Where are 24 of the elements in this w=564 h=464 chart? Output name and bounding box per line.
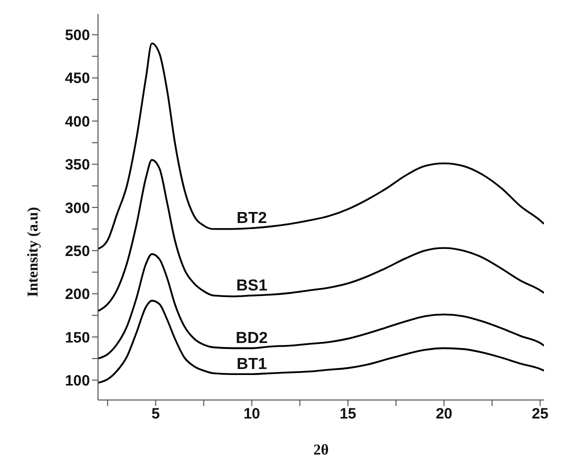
- x-tick-label: 10: [243, 406, 260, 423]
- series-label: BS1: [236, 278, 268, 295]
- y-tick-label: 250: [64, 242, 90, 260]
- y-tick-label: 500: [64, 27, 90, 44]
- x-tick-label: 20: [436, 406, 452, 423]
- x-tick-label: 25: [532, 406, 548, 423]
- x-axis-title: 2θ: [313, 442, 329, 459]
- y-tick-label: 450: [64, 70, 90, 88]
- series-label: BD2: [236, 330, 268, 348]
- y-tick-label: 400: [64, 113, 90, 130]
- y-tick-label: 150: [64, 329, 90, 346]
- line-series: [98, 300, 544, 384]
- y-axis-title: Intensity (a.u): [25, 207, 42, 298]
- line-series: [98, 253, 544, 360]
- y-tick-label: 200: [64, 286, 90, 304]
- y-tick-label: 350: [64, 156, 90, 174]
- series-label: BT2: [236, 210, 268, 228]
- y-tick-label: 100: [64, 372, 90, 390]
- x-tick-label: 15: [340, 406, 356, 423]
- series-label: BT1: [236, 356, 268, 374]
- x-tick-label: 5: [152, 406, 160, 423]
- line-series: [98, 42, 544, 250]
- line-series: [98, 159, 544, 312]
- y-tick-label: 300: [64, 200, 90, 217]
